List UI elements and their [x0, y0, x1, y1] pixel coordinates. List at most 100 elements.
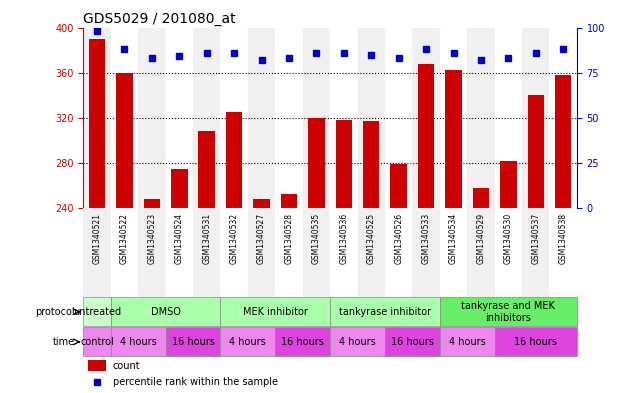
Bar [165, 28, 193, 208]
Bar [138, 28, 165, 208]
Bar [275, 28, 303, 208]
Bar [549, 208, 577, 297]
Bar [165, 208, 193, 297]
Text: GSM1340532: GSM1340532 [229, 213, 238, 264]
Bar [144, 199, 160, 208]
Bar [193, 28, 221, 208]
Bar [221, 28, 248, 208]
Bar [522, 208, 549, 297]
Text: untreated: untreated [73, 307, 121, 317]
FancyBboxPatch shape [330, 327, 385, 356]
Bar [495, 208, 522, 297]
FancyBboxPatch shape [111, 297, 221, 326]
Text: GSM1340538: GSM1340538 [559, 213, 568, 264]
Bar [171, 169, 188, 208]
Text: GSM1340536: GSM1340536 [339, 213, 348, 264]
Bar [445, 70, 462, 208]
Text: GSM1340525: GSM1340525 [367, 213, 376, 264]
FancyBboxPatch shape [440, 327, 495, 356]
FancyBboxPatch shape [83, 327, 111, 356]
Bar [281, 194, 297, 208]
Text: tankyrase inhibitor: tankyrase inhibitor [339, 307, 431, 317]
Text: 4 hours: 4 hours [449, 337, 486, 347]
Bar [89, 39, 105, 208]
Bar [555, 75, 571, 208]
Bar [336, 120, 352, 208]
Text: 4 hours: 4 hours [120, 337, 156, 347]
Bar [385, 28, 412, 208]
Bar [528, 95, 544, 208]
FancyBboxPatch shape [165, 327, 221, 356]
Bar [248, 208, 275, 297]
Text: GSM1340530: GSM1340530 [504, 213, 513, 264]
Bar [500, 161, 517, 208]
FancyBboxPatch shape [111, 327, 165, 356]
Text: GSM1340534: GSM1340534 [449, 213, 458, 264]
Text: 4 hours: 4 hours [229, 337, 266, 347]
Bar [549, 28, 577, 208]
Text: GSM1340527: GSM1340527 [257, 213, 266, 264]
Bar [111, 28, 138, 208]
Bar [330, 208, 358, 297]
Text: GSM1340531: GSM1340531 [202, 213, 212, 264]
Text: GSM1340521: GSM1340521 [92, 213, 101, 264]
Text: count: count [113, 361, 140, 371]
Text: 16 hours: 16 hours [514, 337, 557, 347]
Text: GDS5029 / 201080_at: GDS5029 / 201080_at [83, 13, 236, 26]
Bar [412, 28, 440, 208]
Bar [358, 28, 385, 208]
Bar [390, 164, 407, 208]
FancyBboxPatch shape [83, 297, 111, 326]
Bar [253, 199, 270, 208]
FancyBboxPatch shape [275, 327, 330, 356]
Bar [303, 28, 330, 208]
Bar [330, 28, 358, 208]
Bar [303, 208, 330, 297]
FancyBboxPatch shape [385, 327, 440, 356]
Text: GSM1340533: GSM1340533 [422, 213, 431, 264]
Text: 16 hours: 16 hours [391, 337, 434, 347]
Text: 16 hours: 16 hours [172, 337, 215, 347]
Bar [88, 360, 106, 371]
Text: time: time [53, 337, 75, 347]
Text: GSM1340524: GSM1340524 [175, 213, 184, 264]
Bar [193, 208, 221, 297]
Bar [363, 121, 379, 208]
Bar [111, 208, 138, 297]
Bar [412, 208, 440, 297]
Text: MEK inhibitor: MEK inhibitor [243, 307, 308, 317]
FancyBboxPatch shape [440, 297, 577, 326]
Bar [83, 208, 111, 297]
Text: protocol: protocol [35, 307, 75, 317]
FancyBboxPatch shape [495, 327, 577, 356]
Text: 16 hours: 16 hours [281, 337, 324, 347]
FancyBboxPatch shape [221, 327, 275, 356]
Bar [116, 73, 133, 208]
Bar [221, 208, 248, 297]
Text: DMSO: DMSO [151, 307, 181, 317]
Bar [440, 28, 467, 208]
Text: GSM1340526: GSM1340526 [394, 213, 403, 264]
FancyBboxPatch shape [221, 297, 330, 326]
Bar [83, 28, 111, 208]
FancyBboxPatch shape [330, 297, 440, 326]
Bar [522, 28, 549, 208]
Bar [440, 208, 467, 297]
Text: GSM1340535: GSM1340535 [312, 213, 321, 264]
Text: GSM1340528: GSM1340528 [285, 213, 294, 264]
Text: GSM1340523: GSM1340523 [147, 213, 156, 264]
Bar [226, 112, 242, 208]
Bar [385, 208, 412, 297]
Bar [472, 188, 489, 208]
Bar [275, 208, 303, 297]
Text: GSM1340522: GSM1340522 [120, 213, 129, 264]
Text: GSM1340529: GSM1340529 [476, 213, 485, 264]
Bar [138, 208, 165, 297]
Text: 4 hours: 4 hours [339, 337, 376, 347]
Text: tankyrase and MEK
inhibitors: tankyrase and MEK inhibitors [462, 301, 555, 323]
Text: control: control [80, 337, 114, 347]
Bar [495, 28, 522, 208]
Bar [467, 208, 495, 297]
Bar [248, 28, 275, 208]
Bar [418, 64, 435, 208]
